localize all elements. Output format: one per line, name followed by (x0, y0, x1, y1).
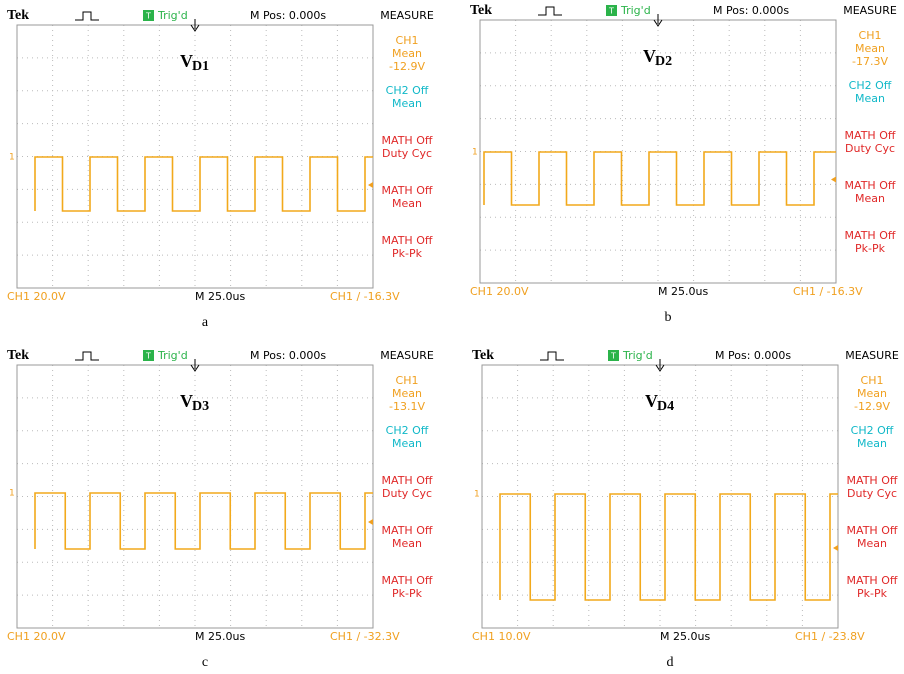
menu-item: CH2 Off (851, 424, 894, 437)
trigger-status: Trig'd (157, 9, 188, 22)
channel-marker: 1 (9, 153, 15, 163)
menu-item: CH1 (396, 374, 419, 387)
m-pos: M Pos: 0.000s (250, 349, 326, 362)
trig-icon: T (608, 7, 614, 16)
trigger-status: Trig'd (620, 4, 651, 17)
menu-item: Duty Cyc (845, 142, 895, 155)
menu-item: Duty Cyc (382, 147, 432, 160)
menu-item: Mean (392, 437, 422, 450)
screen-bg (5, 345, 440, 645)
menu-item: CH2 Off (386, 424, 429, 437)
menu-title: MEASURE (843, 4, 897, 17)
footer-scale: CH1 20.0V (470, 285, 529, 298)
signal-subscript: D3 (192, 399, 209, 414)
m-pos: M Pos: 0.000s (715, 349, 791, 362)
menu-item: MATH Off (847, 474, 898, 487)
caption: c (202, 655, 208, 670)
menu-item: -17.3V (852, 55, 888, 68)
menu-item: Duty Cyc (382, 487, 432, 500)
brand: Tek (7, 8, 29, 23)
menu-item: CH1 (396, 34, 419, 47)
footer-trigger: CH1 ∕ -23.8V (795, 630, 865, 643)
brand: Tek (7, 348, 29, 363)
signal-subscript: D4 (657, 399, 674, 414)
m-pos: M Pos: 0.000s (713, 4, 789, 17)
menu-item: Pk-Pk (392, 587, 423, 600)
channel-marker: 1 (9, 489, 15, 499)
menu-item: MATH Off (382, 574, 433, 587)
scope-panel: TekTTrig'dM Pos: 0.000sMEASUREVD1CH1Mean… (5, 5, 440, 333)
footer-time: M 25.0us (195, 290, 245, 303)
menu-item: MATH Off (847, 574, 898, 587)
trig-icon: T (145, 352, 151, 361)
footer-scale: CH1 10.0V (472, 630, 531, 643)
menu-item: MATH Off (845, 229, 896, 242)
menu-item: Duty Cyc (847, 487, 897, 500)
trigger-status: Trig'd (622, 349, 653, 362)
caption: a (202, 315, 209, 330)
menu-item: MATH Off (382, 184, 433, 197)
menu-item: Pk-Pk (392, 247, 423, 260)
trig-icon: T (145, 12, 151, 21)
menu-item: MATH Off (845, 129, 896, 142)
footer-trigger: CH1 ∕ -16.3V (793, 285, 863, 298)
brand: Tek (470, 3, 492, 18)
menu-item: CH1 (861, 374, 884, 387)
footer-time: M 25.0us (658, 285, 708, 298)
menu-title: MEASURE (380, 349, 434, 362)
footer-scale: CH1 20.0V (7, 290, 66, 303)
menu-title: MEASURE (380, 9, 434, 22)
menu-item: CH1 (859, 29, 882, 42)
menu-item: Mean (855, 192, 885, 205)
caption: b (665, 310, 672, 325)
menu-item: Pk-Pk (857, 587, 888, 600)
menu-item: -13.1V (389, 400, 425, 413)
scope-panel: TekTTrig'dM Pos: 0.000sMEASUREVD4CH1Mean… (470, 345, 904, 673)
footer-time: M 25.0us (660, 630, 710, 643)
m-pos: M Pos: 0.000s (250, 9, 326, 22)
footer-time: M 25.0us (195, 630, 245, 643)
menu-item: Mean (857, 387, 887, 400)
brand: Tek (472, 348, 494, 363)
menu-item: Mean (857, 437, 887, 450)
menu-item: Mean (392, 387, 422, 400)
trigger-status: Trig'd (157, 349, 188, 362)
menu-item: Mean (392, 537, 422, 550)
page: TekTTrig'dM Pos: 0.000sMEASUREVD1CH1Mean… (0, 0, 904, 674)
menu-item: -12.9V (389, 60, 425, 73)
menu-title: MEASURE (845, 349, 899, 362)
screen-bg (5, 5, 440, 305)
footer-trigger: CH1 ∕ -32.3V (330, 630, 400, 643)
menu-item: MATH Off (845, 179, 896, 192)
signal-subscript: D2 (655, 54, 672, 69)
menu-item: MATH Off (847, 524, 898, 537)
signal-subscript: D1 (192, 59, 209, 74)
footer-scale: CH1 20.0V (7, 630, 66, 643)
menu-item: Mean (392, 47, 422, 60)
menu-item: MATH Off (382, 134, 433, 147)
menu-item: CH2 Off (849, 79, 892, 92)
menu-item: Mean (857, 537, 887, 550)
menu-item: CH2 Off (386, 84, 429, 97)
screen-bg (468, 0, 903, 300)
channel-marker: 1 (472, 148, 478, 158)
footer-trigger: CH1 ∕ -16.3V (330, 290, 400, 303)
menu-item: Mean (855, 42, 885, 55)
menu-item: Mean (855, 92, 885, 105)
menu-item: -12.9V (854, 400, 890, 413)
menu-item: Mean (392, 97, 422, 110)
trig-icon: T (610, 352, 616, 361)
menu-item: MATH Off (382, 474, 433, 487)
menu-item: MATH Off (382, 524, 433, 537)
menu-item: MATH Off (382, 234, 433, 247)
menu-item: Mean (392, 197, 422, 210)
caption: d (667, 655, 674, 670)
channel-marker: 1 (474, 490, 480, 500)
menu-item: Pk-Pk (855, 242, 886, 255)
